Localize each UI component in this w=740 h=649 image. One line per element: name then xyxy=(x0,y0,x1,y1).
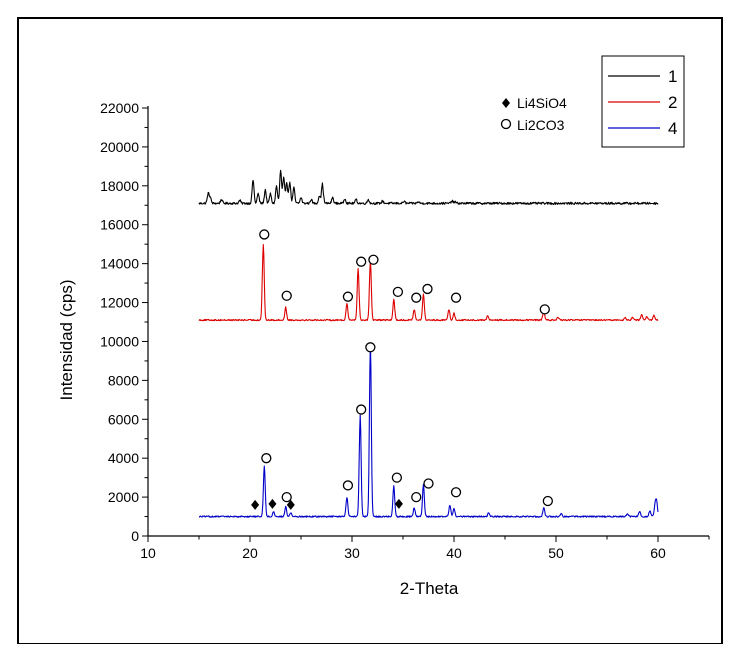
li2co3-marker xyxy=(342,480,354,491)
x-tick-label: 50 xyxy=(548,545,564,561)
x-tick-label: 40 xyxy=(446,545,462,561)
legend-label-4: 4 xyxy=(668,119,677,138)
li2co3-marker xyxy=(450,487,462,498)
legend-label-2: 2 xyxy=(668,93,677,112)
circle-key-label: Li2CO3 xyxy=(517,117,565,133)
diamond-key-label: Li4SiO4 xyxy=(517,95,567,111)
li2co3-marker xyxy=(539,304,550,315)
li2co3-marker xyxy=(259,229,270,240)
li4sio4-marker xyxy=(394,498,403,509)
y-tick-label: 14000 xyxy=(100,256,139,272)
y-tick-label: 12000 xyxy=(100,295,139,311)
li2co3-marker xyxy=(368,254,379,265)
y-tick-label: 2000 xyxy=(108,489,139,505)
legend-label-1: 1 xyxy=(668,67,677,86)
li4sio4-marker xyxy=(268,498,277,509)
li2co3-marker xyxy=(281,290,292,301)
li2co3-marker xyxy=(542,495,553,507)
y-tick-label: 6000 xyxy=(108,411,139,427)
li2co3-marker xyxy=(356,404,367,415)
x-tick-label: 20 xyxy=(242,545,258,561)
x-tick-label: 60 xyxy=(650,545,666,561)
li2co3-marker xyxy=(365,342,376,353)
y-tick-label: 16000 xyxy=(100,217,139,233)
li2co3-marker xyxy=(391,472,403,483)
marker-key: Li4SiO4 Li2CO3 xyxy=(500,95,567,133)
li2co3-marker xyxy=(261,453,272,464)
y-tick-label: 4000 xyxy=(108,450,139,466)
phase-markers xyxy=(251,229,553,510)
x-tick-label: 30 xyxy=(344,545,360,561)
li2co3-marker xyxy=(356,256,367,267)
y-axis-label: Intensidad (cps) xyxy=(57,280,76,401)
li4sio4-marker xyxy=(286,499,295,510)
series-line-2 xyxy=(198,244,659,322)
li2co3-marker xyxy=(423,478,434,489)
y-tick-label: 20000 xyxy=(100,139,139,155)
x-tick-label: 10 xyxy=(140,545,156,561)
y-tick-label: 8000 xyxy=(108,372,139,388)
y-tick-label: 0 xyxy=(131,528,139,544)
series-line-1 xyxy=(198,169,659,205)
series-layer xyxy=(198,169,659,518)
li2co3-marker xyxy=(450,292,462,303)
li2co3-marker xyxy=(281,491,292,503)
plot-axes: 10 20 30 40 50 60 0 2000 4000 6000 8000 10000 12000 1… xyxy=(100,100,710,561)
y-tick-label: 22000 xyxy=(100,100,139,116)
circle-key-icon xyxy=(500,118,512,130)
y-tick-label: 18000 xyxy=(100,178,139,194)
series-line-4 xyxy=(198,342,659,518)
x-axis-label: 2-Theta xyxy=(400,579,459,598)
y-tick-label: 10000 xyxy=(100,333,139,349)
li2co3-marker xyxy=(422,283,433,295)
li2co3-marker xyxy=(411,491,422,503)
li2co3-marker xyxy=(342,291,354,302)
li2co3-marker xyxy=(411,292,422,303)
diamond-key-icon xyxy=(502,98,510,108)
li4sio4-marker xyxy=(251,499,260,510)
legend: 1 2 4 xyxy=(601,55,685,148)
li2co3-marker xyxy=(392,286,404,297)
